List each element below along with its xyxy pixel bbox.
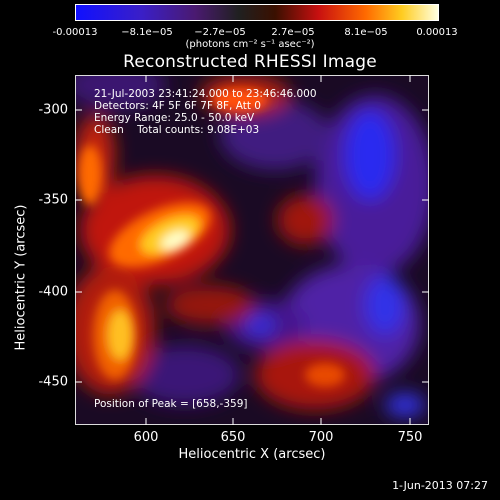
x-tick-label: 750 bbox=[397, 430, 423, 445]
y-tick-label: -400 bbox=[38, 284, 68, 300]
y-axis-label: Heliocentric Y (arcsec) bbox=[13, 204, 29, 351]
time-range-label: 21-Jul-2003 23:41:24.000 to 23:46:46.000 bbox=[94, 88, 317, 100]
colorbar-tick: −2.7e−05 bbox=[194, 27, 246, 38]
energy-range-label: Energy Range: 25.0 - 50.0 keV bbox=[94, 112, 255, 124]
colorbar-tick: −8.1e−05 bbox=[121, 27, 173, 38]
x-tick-label: 600 bbox=[133, 430, 159, 445]
peak-position-label: Position of Peak = [658,-359] bbox=[94, 398, 248, 410]
colorbar bbox=[75, 4, 439, 21]
y-tick-label: -350 bbox=[38, 192, 68, 208]
colorbar-units: (photons cm⁻² s⁻¹ asec⁻²) bbox=[185, 39, 315, 50]
method-label: Clean Total counts: 9.08E+03 bbox=[94, 124, 260, 136]
colorbar-tick: 2.7e−05 bbox=[271, 27, 315, 38]
heatmap-image bbox=[75, 75, 429, 425]
footer-date: 1-Jun-2013 07:27 bbox=[392, 479, 488, 492]
colorbar-tick: 8.1e−05 bbox=[344, 27, 388, 38]
x-tick-label: 650 bbox=[220, 430, 246, 445]
detectors-label: Detectors: 4F 5F 6F 7F 8F, Att 0 bbox=[94, 100, 261, 112]
x-tick-label: 700 bbox=[308, 430, 334, 445]
colorbar-tick: 0.00013 bbox=[416, 27, 458, 38]
y-tick-label: -450 bbox=[38, 374, 68, 390]
x-axis-label: Heliocentric X (arcsec) bbox=[178, 447, 326, 462]
chart-title: Reconstructed RHESSI Image bbox=[123, 52, 377, 72]
colorbar-tick: -0.00013 bbox=[52, 27, 98, 38]
y-tick-label: -300 bbox=[38, 102, 68, 118]
